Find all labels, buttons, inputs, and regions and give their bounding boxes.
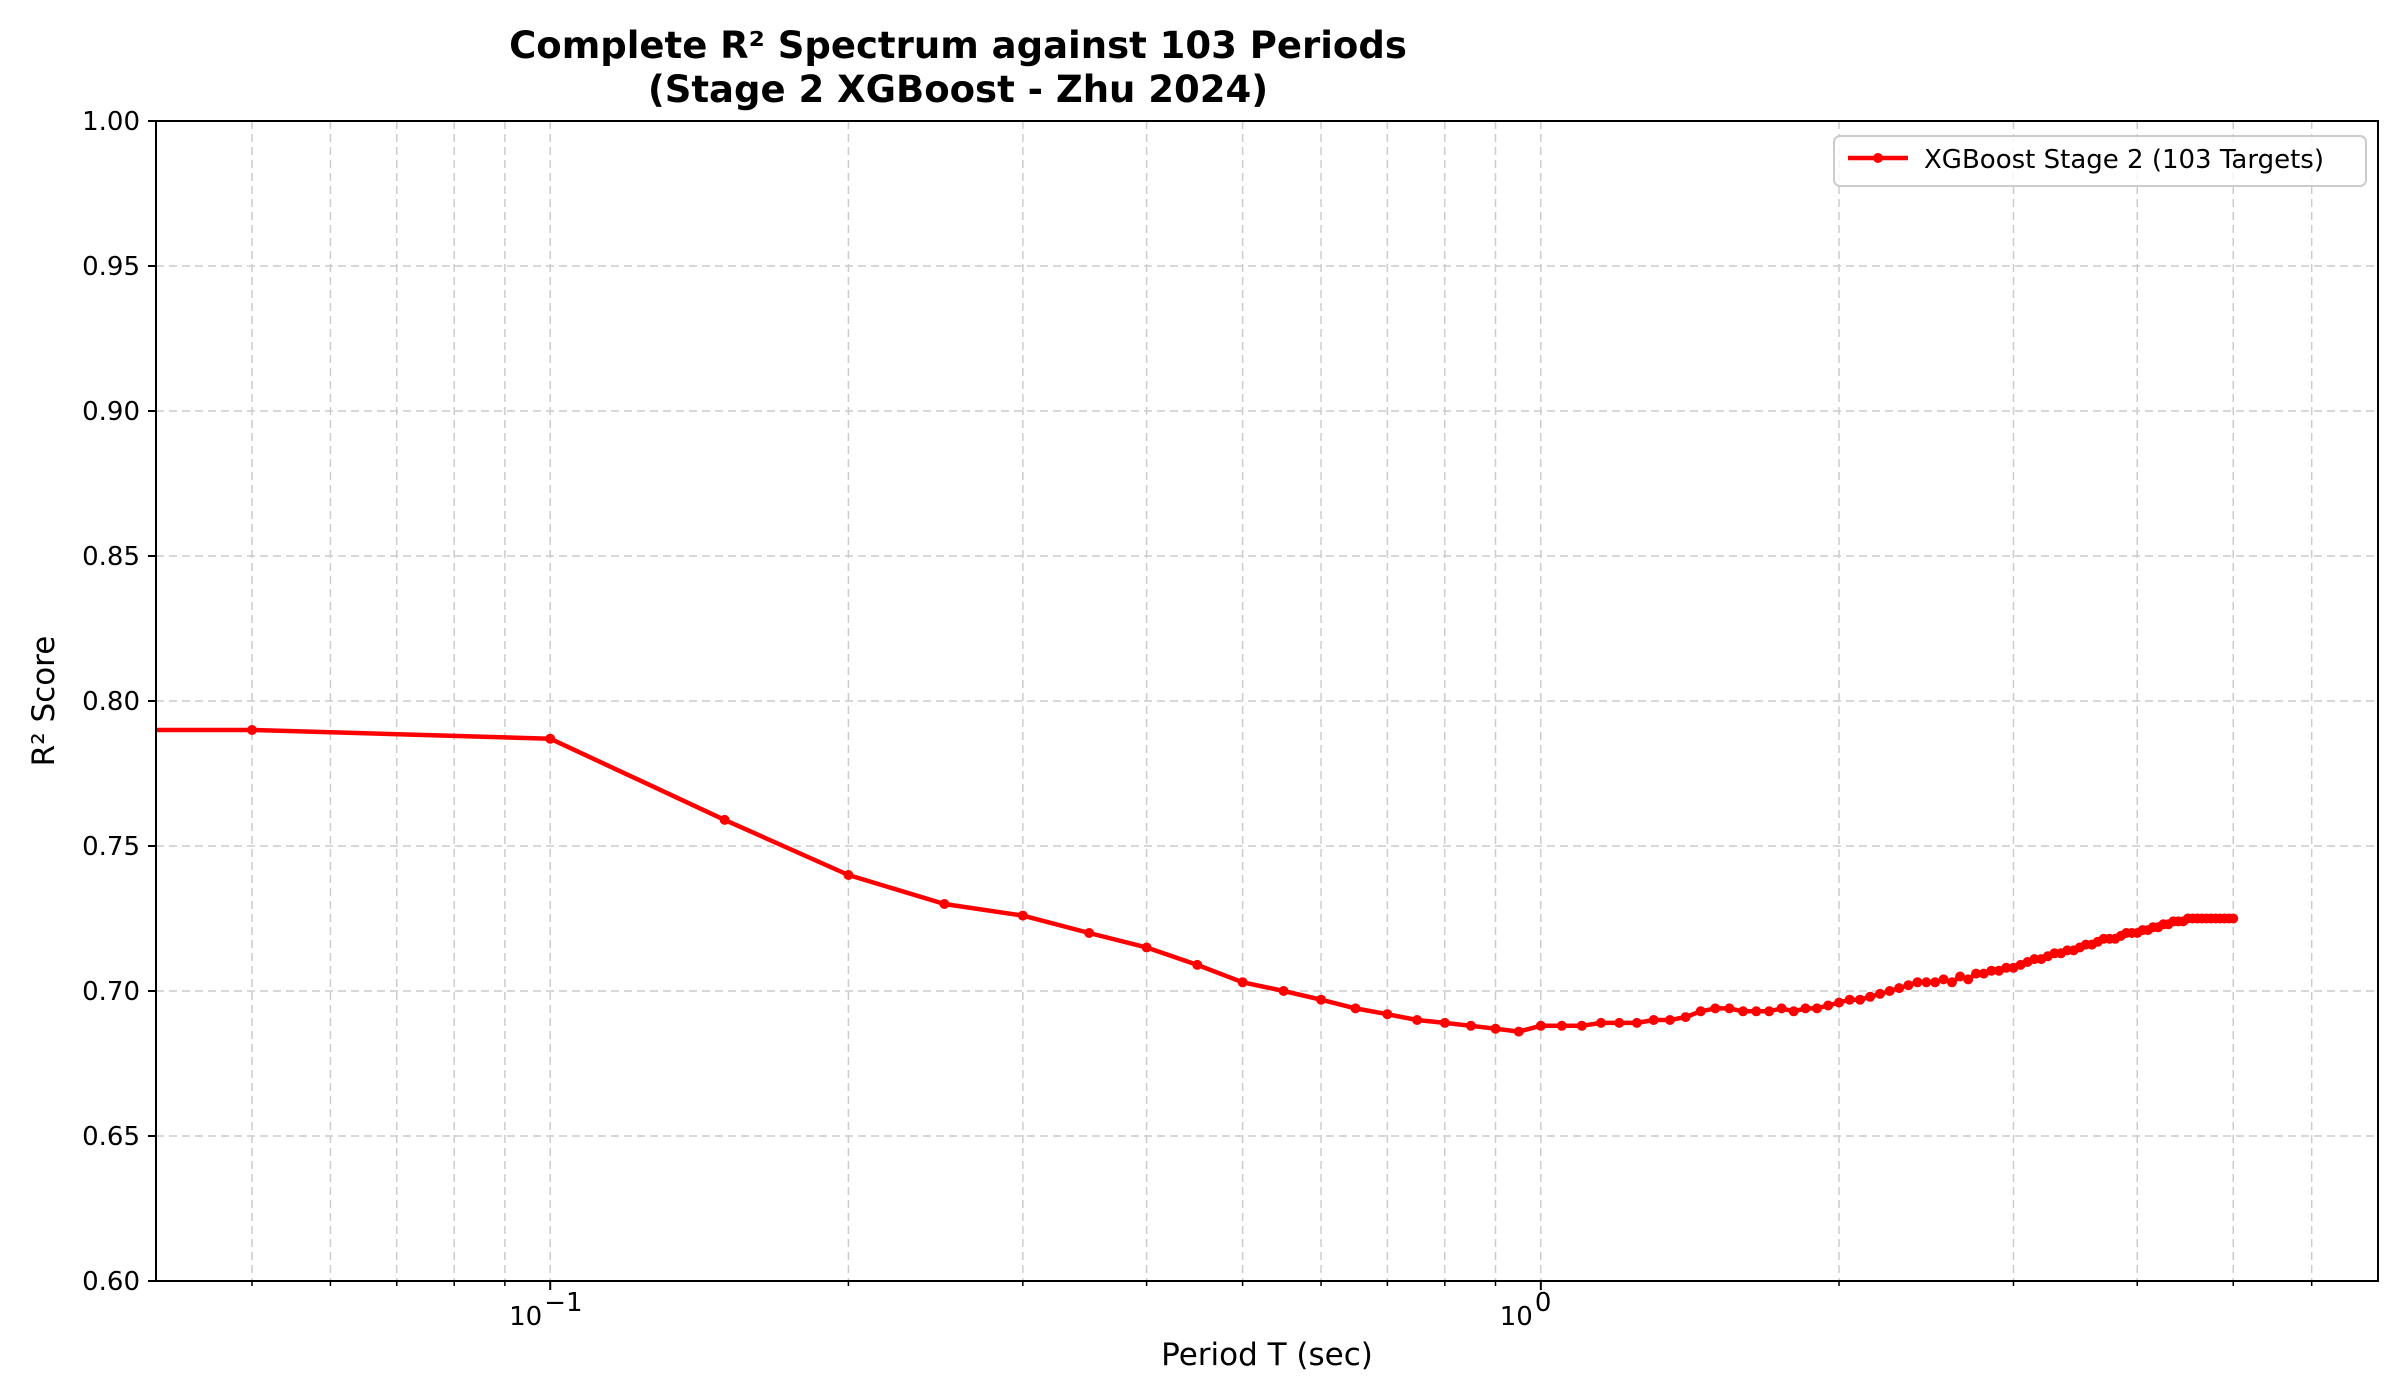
data-point: [1382, 1009, 1393, 1020]
data-point: [1237, 977, 1248, 988]
series-layer: [156, 725, 2239, 1037]
data-point: [1316, 994, 1327, 1005]
plot-area-frame: [155, 120, 2379, 1282]
data-point: [1921, 977, 1932, 988]
grid-lines: [156, 120, 2378, 1282]
data-point: [1648, 1015, 1659, 1025]
y-tick-label: 0.80: [82, 687, 140, 717]
data-point: [1350, 1003, 1361, 1014]
x-tick-label-exponent: −1: [544, 1288, 582, 1318]
data-point: [1631, 1017, 1642, 1028]
data-point: [1776, 1003, 1787, 1014]
y-tick-label: 0.90: [82, 397, 140, 427]
y-tick-label: 0.95: [82, 252, 140, 282]
data-point: [1800, 1003, 1811, 1014]
data-point: [545, 733, 556, 744]
data-point: [1738, 1006, 1749, 1017]
data-point: [1875, 988, 1886, 999]
data-point: [1946, 977, 1957, 988]
y-tick-label: 0.85: [82, 542, 140, 572]
data-point: [1751, 1006, 1762, 1017]
chart-subtitle: (Stage 2 XGBoost - Zhu 2024): [648, 68, 1268, 111]
data-point: [1710, 1003, 1721, 1014]
data-point: [1865, 991, 1876, 1002]
data-point: [1680, 1012, 1691, 1023]
legend: XGBoost Stage 2 (103 Targets): [1833, 135, 2367, 187]
data-point: [1614, 1017, 1625, 1028]
x-tick-label-base: 10: [509, 1302, 542, 1332]
data-point: [1412, 1015, 1423, 1025]
data-point: [1823, 1000, 1834, 1011]
data-point: [1884, 986, 1895, 996]
data-point: [939, 899, 950, 909]
legend-swatch-marker: [1873, 153, 1883, 163]
data-point: [1971, 968, 1982, 979]
data-point: [1490, 1023, 1501, 1034]
data-point: [1695, 1006, 1706, 1017]
data-point: [1576, 1020, 1587, 1031]
data-point: [1535, 1020, 1546, 1031]
data-point: [843, 870, 854, 880]
data-point: [1903, 980, 1914, 991]
data-point: [1834, 997, 1845, 1008]
x-tick-label-exponent: 0: [1535, 1288, 1552, 1318]
x-axis-label: Period T (sec): [1161, 1337, 1373, 1373]
y-tick-label: 1.00: [82, 107, 140, 137]
y-tick-label: 0.75: [82, 832, 140, 862]
data-point: [1141, 942, 1152, 953]
data-point: [1439, 1017, 1450, 1028]
data-point: [1513, 1026, 1524, 1037]
data-point: [2228, 913, 2239, 924]
y-axis-ticks: 0.60 0.65 0.70 0.75 0.80 0.85 0.90 0.95 1.00: [82, 107, 156, 1297]
x-tick-label: 10 −1: [509, 1288, 582, 1332]
data-point: [1894, 983, 1905, 994]
data-point: [1986, 965, 1997, 976]
legend-label: XGBoost Stage 2 (103 Targets): [1924, 145, 2324, 175]
y-tick-label: 0.70: [82, 977, 140, 1007]
data-point: [1912, 977, 1923, 988]
data-point: [1278, 986, 1289, 996]
y-tick-label: 0.60: [82, 1267, 140, 1297]
data-point: [1664, 1015, 1675, 1025]
data-point: [1788, 1006, 1799, 1017]
x-tick-label-base: 10: [1500, 1302, 1533, 1332]
data-point: [1764, 1006, 1775, 1017]
data-point: [1963, 974, 1974, 985]
data-point: [247, 725, 257, 735]
data-point: [1938, 974, 1949, 985]
y-tick-label: 0.65: [82, 1122, 140, 1152]
x-tick-label: 10 0: [1500, 1288, 1552, 1332]
data-point: [1811, 1003, 1822, 1014]
chart-title: Complete R² Spectrum against 103 Periods: [509, 24, 1407, 67]
data-point: [1844, 994, 1855, 1005]
data-point: [1465, 1020, 1476, 1031]
legend-box: [1833, 135, 2367, 187]
data-point: [1724, 1003, 1735, 1014]
data-point: [719, 814, 730, 825]
data-point: [1192, 959, 1203, 970]
data-point: [1855, 994, 1866, 1005]
y-axis-label: R² Score: [26, 636, 62, 767]
data-point: [1556, 1020, 1567, 1031]
data-point: [1017, 910, 1028, 921]
data-point: [1978, 968, 1989, 979]
data-point: [2001, 962, 2012, 973]
data-point: [1595, 1017, 1606, 1028]
data-point: [1955, 971, 1966, 982]
data-point: [1930, 977, 1941, 988]
data-point: [1084, 928, 1095, 938]
